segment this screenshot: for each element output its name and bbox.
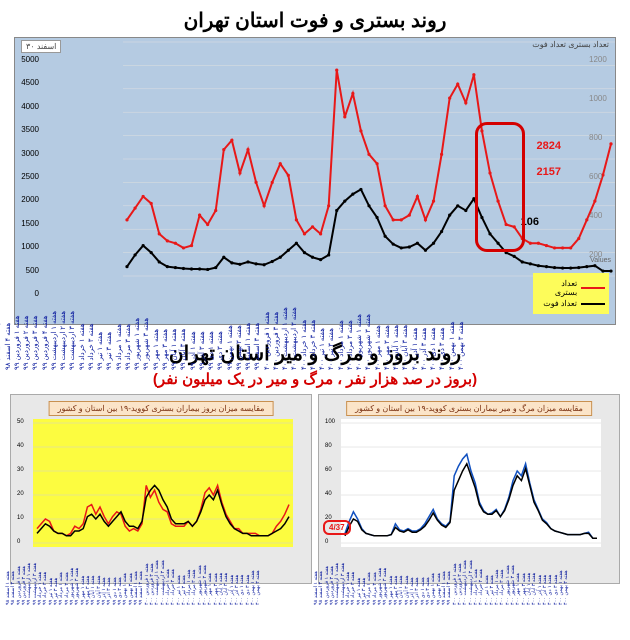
callout-2157: 2157 bbox=[537, 166, 561, 178]
chart1-frame: اسفند ۳۰ تعداد بستری تعداد فوت 050010001… bbox=[14, 37, 616, 325]
chart1-legend: تعداد بستری تعداد فوت bbox=[533, 273, 609, 314]
topbar-left: اسفند ۳۰ bbox=[21, 40, 61, 53]
chart3-xlabels: هفته ۱ اسفند ۹۸هفته ۳ اسفند ۹۸هفته ۱ فرو… bbox=[343, 549, 599, 579]
callout-2824: 2824 bbox=[537, 140, 561, 152]
chart1-topbar: اسفند ۳۰ تعداد بستری تعداد فوت bbox=[21, 40, 609, 53]
highlight-box bbox=[475, 122, 525, 252]
chart2-frame: مقایسه میزان بروز بیماران بستری کووید-۱۹… bbox=[10, 394, 312, 584]
chart2-svg bbox=[33, 419, 293, 547]
chart1-wrap: اسفند ۳۰ تعداد بستری تعداد فوت 050010001… bbox=[14, 37, 616, 325]
chart1-svg bbox=[123, 38, 615, 280]
chart1-title: روند بستری و فوت استان تهران bbox=[0, 0, 630, 37]
callout-437: 4/37 bbox=[323, 520, 351, 535]
chart2-subtitle: (بروز در صد هزار نفر ، مرگ و میر در یک م… bbox=[0, 370, 630, 394]
chart2-inner-title: مقایسه میزان بروز بیماران بستری کووید-۱۹… bbox=[49, 401, 274, 416]
chart2-plot bbox=[33, 419, 293, 547]
chart3-frame: مقایسه میزان مرگ و میر بیماران بستری کوو… bbox=[318, 394, 620, 584]
small-charts-row: مقایسه میزان مرگ و میر بیماران بستری کوو… bbox=[10, 394, 620, 584]
legend-hosp: تعداد بستری bbox=[537, 279, 577, 297]
chart1-xlabels: هفته ۲,۱ اسفند ۹۸هفته ۳ اسفند ۹۸هفته ۴ ا… bbox=[43, 264, 523, 322]
values-label: Values bbox=[590, 257, 611, 264]
legend-death: تعداد فوت bbox=[543, 299, 577, 308]
chart2-xlabels: هفته ۱ اسفند ۹۸هفته ۳ اسفند ۹۸هفته ۱ فرو… bbox=[35, 549, 291, 579]
chart3-title: مقایسه میزان مرگ و میر بیماران بستری کوو… bbox=[346, 401, 592, 416]
chart3-svg bbox=[341, 419, 601, 547]
chart1-plot bbox=[123, 38, 615, 280]
chart3-plot bbox=[341, 419, 601, 547]
topbar-right: تعداد بستری تعداد فوت bbox=[532, 40, 609, 53]
